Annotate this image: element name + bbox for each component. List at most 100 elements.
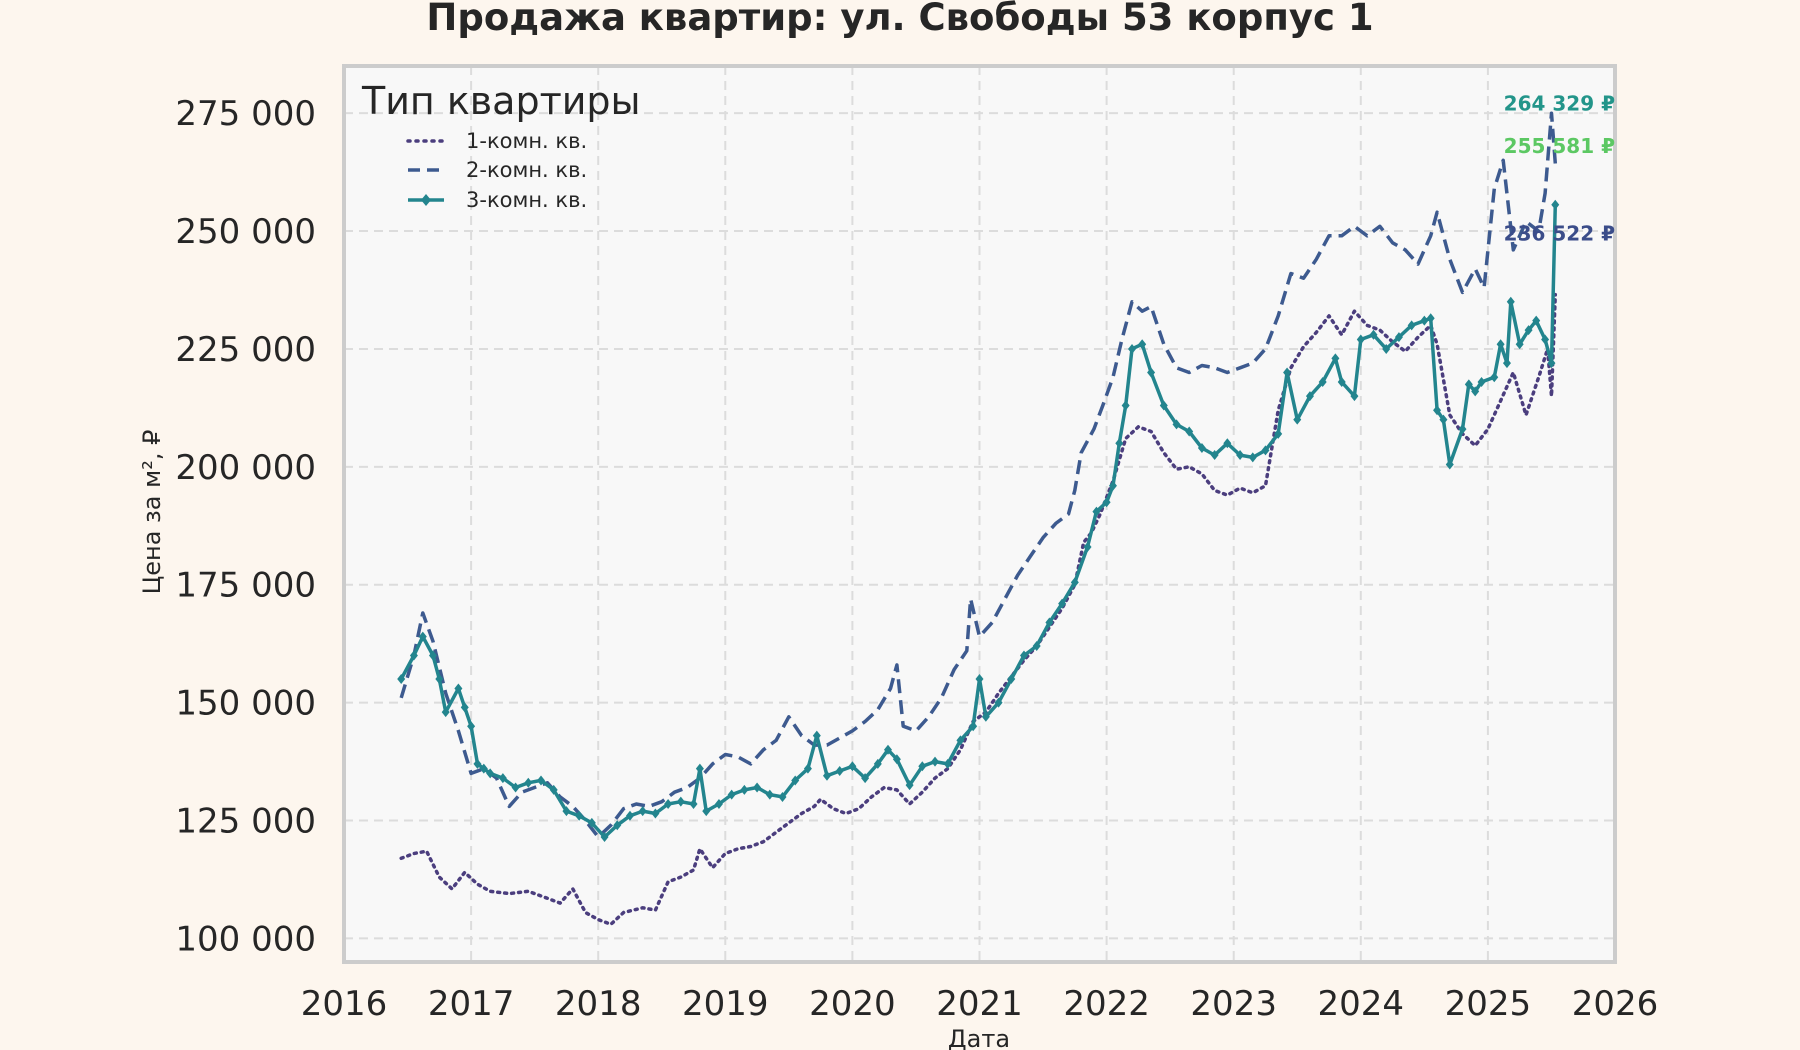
x-tick-label: 2016: [301, 984, 388, 1024]
data-point-3-room: [1331, 353, 1340, 364]
data-point-3-room: [1350, 391, 1359, 402]
x-tick-label: 2019: [682, 984, 769, 1024]
data-point-3-room: [918, 761, 927, 772]
x-tick-label: 2021: [936, 984, 1023, 1024]
data-point-3-room: [549, 784, 558, 795]
data-point-3-room: [1337, 376, 1346, 387]
legend-item-2-room: 2-комн. кв.: [408, 158, 587, 182]
data-point-3-room: [1172, 419, 1181, 430]
x-axis-label: Дата: [948, 1025, 1010, 1050]
plot-background: [344, 66, 1615, 962]
x-tick-label: 2023: [1190, 984, 1277, 1024]
data-point-3-room: [1274, 428, 1283, 439]
data-point-3-room: [1019, 650, 1028, 661]
data-point-3-room: [1185, 426, 1194, 437]
data-point-3-room: [460, 702, 469, 713]
data-point-3-room: [765, 789, 774, 800]
data-point-3-room: [454, 683, 463, 694]
y-tick-label: 225 000: [175, 330, 316, 370]
data-point-3-room: [1261, 445, 1270, 456]
data-point-3-room: [1394, 332, 1403, 343]
data-point-3-room: [994, 697, 1003, 708]
data-point-3-room: [1502, 358, 1511, 369]
data-point-3-room: [1045, 617, 1054, 628]
data-point-3-room: [418, 631, 427, 642]
data-point-3-room: [1159, 400, 1168, 411]
data-point-3-room: [1138, 339, 1147, 350]
legend-title: Тип квартиры: [361, 79, 641, 123]
data-point-3-room: [727, 789, 736, 800]
data-point-3-room: [791, 775, 800, 786]
data-point-3-room: [1458, 424, 1467, 435]
data-point-3-room: [848, 761, 857, 772]
end-value-label: 255 581 ₽: [1504, 134, 1615, 158]
data-point-3-room: [1007, 674, 1016, 685]
data-point-3-room: [575, 810, 584, 821]
legend-item-1-room: 1-комн. кв.: [406, 129, 587, 153]
data-point-3-room: [778, 791, 787, 802]
y-tick-label: 125 000: [175, 802, 316, 842]
data-point-3-room: [1445, 459, 1454, 470]
data-point-3-room: [1318, 376, 1327, 387]
chart-title: Продажа квартир: ул. Свободы 53 корпус 1: [426, 0, 1373, 39]
data-point-3-room: [1236, 450, 1245, 461]
data-point-3-room: [409, 650, 418, 661]
data-point-3-room: [600, 832, 609, 843]
data-point-3-room: [689, 799, 698, 810]
y-axis-label: Цена за м², ₽: [138, 430, 166, 595]
data-point-3-room: [1083, 542, 1092, 553]
legend-label-2-room: 2-комн. кв.: [466, 158, 587, 182]
data-point-3-room: [1058, 598, 1067, 609]
data-point-3-room: [702, 806, 711, 817]
data-point-3-room: [714, 799, 723, 810]
data-point-3-room: [1147, 367, 1156, 378]
data-point-3-room: [1464, 379, 1473, 390]
end-value-label: 236 522 ₽: [1504, 221, 1615, 245]
data-point-3-room: [1248, 452, 1257, 463]
data-point-3-room: [1223, 438, 1232, 449]
data-point-3-room: [587, 817, 596, 828]
data-point-3-room: [1420, 315, 1429, 326]
data-point-3-room: [1293, 414, 1302, 425]
data-point-3-room: [1032, 641, 1041, 652]
data-point-3-room: [803, 763, 812, 774]
x-tick-label: 2022: [1063, 984, 1150, 1024]
data-point-3-room: [467, 721, 476, 732]
series-line-1-room: [399, 292, 1558, 927]
data-point-3-room: [1121, 400, 1130, 411]
data-point-3-room: [1547, 358, 1556, 369]
data-point-3-room: [1092, 506, 1101, 517]
data-point-3-room: [1407, 320, 1416, 331]
data-point-3-room: [435, 674, 444, 685]
data-point-3-room: [562, 806, 571, 817]
data-point-3-room: [537, 775, 546, 786]
data-point-3-room: [1128, 343, 1137, 354]
data-point-3-room: [479, 763, 488, 774]
data-point-3-room: [905, 780, 914, 791]
data-point-3-room: [1532, 315, 1541, 326]
data-point-3-room: [1496, 339, 1505, 350]
data-point-3-room: [1070, 577, 1079, 588]
data-point-3-room: [1490, 372, 1499, 383]
data-point-3-room: [676, 796, 685, 807]
data-point-3-room: [822, 770, 831, 781]
data-point-3-room: [524, 777, 533, 788]
data-point-3-room: [956, 735, 965, 746]
data-point-3-room: [1102, 497, 1111, 508]
data-point-3-room: [975, 674, 984, 685]
x-tick-label: 2026: [1572, 984, 1659, 1024]
data-point-3-room: [969, 721, 978, 732]
data-point-3-room: [873, 758, 882, 769]
y-tick-label: 200 000: [175, 448, 316, 488]
data-point-3-room: [511, 782, 520, 793]
x-tick-label: 2020: [809, 984, 896, 1024]
data-point-3-room: [1471, 386, 1480, 397]
end-value-label: 264 329 ₽: [1504, 92, 1615, 116]
data-point-3-room: [498, 773, 507, 784]
data-point-3-room: [638, 806, 647, 817]
data-point-3-room: [695, 763, 704, 774]
data-point-3-room: [1210, 450, 1219, 461]
data-point-3-room: [1439, 414, 1448, 425]
data-point-3-room: [861, 773, 870, 784]
data-point-3-room: [835, 766, 844, 777]
